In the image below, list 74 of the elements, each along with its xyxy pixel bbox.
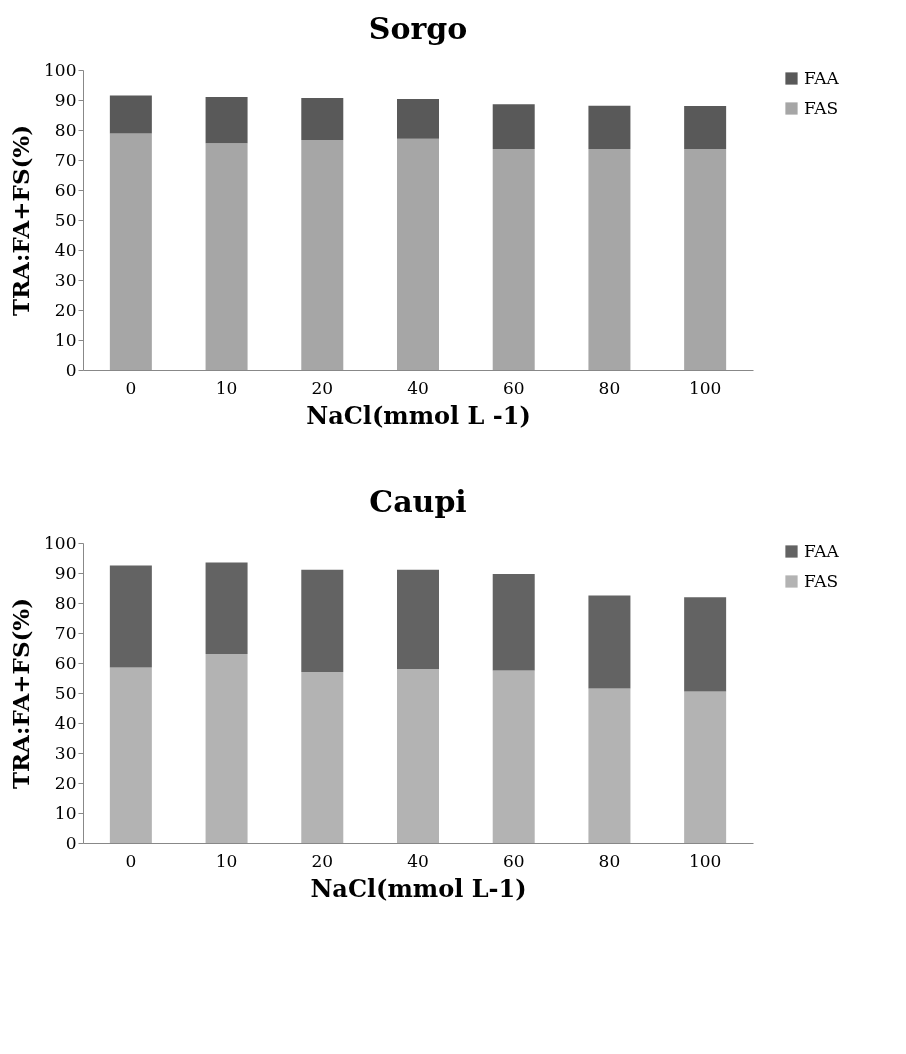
chart-title: Sorgo — [368, 11, 468, 46]
y-tick-label: 90 — [54, 89, 77, 110]
y-tick-label: 0 — [65, 832, 77, 853]
chart-title: Caupi — [369, 484, 467, 519]
y-tick-label: 20 — [54, 299, 77, 320]
y-tick-label: 30 — [54, 742, 77, 763]
y-tick-label: 10 — [54, 329, 77, 350]
bar — [109, 565, 152, 668]
legend-label: FAS — [804, 570, 839, 591]
x-tick-label: 10 — [215, 850, 238, 871]
bar — [492, 670, 535, 843]
bar — [205, 654, 248, 843]
bar — [397, 99, 439, 139]
bar — [301, 139, 344, 370]
y-tick-label: 30 — [54, 269, 77, 290]
y-axis-title: TRA:FA+FS(%) — [7, 124, 35, 317]
y-tick-label: 0 — [65, 359, 77, 380]
legend-label: FAS — [804, 97, 839, 118]
y-tick-label: 70 — [54, 622, 77, 643]
bar — [109, 133, 152, 370]
bar — [684, 691, 727, 843]
x-tick-label: 80 — [598, 377, 621, 398]
bar — [205, 143, 248, 370]
bar — [397, 569, 439, 669]
y-tick-label: 10 — [54, 802, 77, 823]
bar — [205, 97, 248, 144]
legend-label: FAA — [804, 540, 840, 561]
bar — [684, 148, 727, 370]
x-tick-label: 40 — [407, 377, 429, 398]
y-axis-title: TRA:FA+FS(%) — [7, 597, 35, 790]
bar — [492, 104, 535, 149]
x-tick-label: 20 — [311, 850, 334, 871]
x-tick-label: 40 — [407, 850, 429, 871]
y-tick-label: 100 — [44, 532, 77, 553]
bar — [588, 595, 631, 689]
bar — [588, 105, 631, 149]
bar — [109, 667, 152, 843]
y-tick-label: 50 — [54, 682, 77, 703]
x-tick-label: 0 — [125, 850, 137, 871]
bar — [301, 672, 344, 843]
bar — [588, 688, 631, 843]
y-tick-label: 50 — [54, 209, 77, 230]
x-tick-label: 100 — [688, 850, 722, 871]
x-tick-label: 60 — [502, 850, 525, 871]
x-axis-title: NaCl(mmol L-1) — [310, 873, 527, 903]
bar — [684, 106, 727, 149]
bar — [205, 562, 248, 654]
x-tick-label: 0 — [125, 377, 137, 398]
bar — [109, 95, 152, 134]
bar — [492, 148, 535, 370]
y-tick-label: 60 — [54, 652, 77, 673]
bar — [301, 569, 344, 672]
y-tick-label: 40 — [54, 239, 77, 260]
x-tick-label: 80 — [598, 850, 621, 871]
y-tick-label: 90 — [54, 562, 77, 583]
bar — [684, 597, 727, 692]
x-tick-label: 100 — [688, 377, 722, 398]
y-tick-label: 70 — [54, 149, 77, 170]
x-axis-title: NaCl(mmol L -1) — [306, 400, 531, 430]
y-tick-label: 20 — [54, 772, 77, 793]
bar — [492, 573, 535, 671]
x-tick-label: 10 — [215, 377, 238, 398]
y-tick-label: 80 — [54, 592, 77, 613]
bar — [588, 148, 631, 370]
bar — [397, 138, 439, 370]
y-tick-label: 80 — [54, 119, 77, 140]
y-tick-label: 100 — [44, 59, 77, 80]
x-tick-label: 20 — [311, 377, 334, 398]
bar — [301, 97, 344, 140]
bar — [397, 669, 439, 843]
y-tick-label: 40 — [54, 712, 77, 733]
x-tick-label: 60 — [502, 377, 525, 398]
legend-label: FAA — [804, 67, 840, 88]
y-tick-label: 60 — [54, 179, 77, 200]
